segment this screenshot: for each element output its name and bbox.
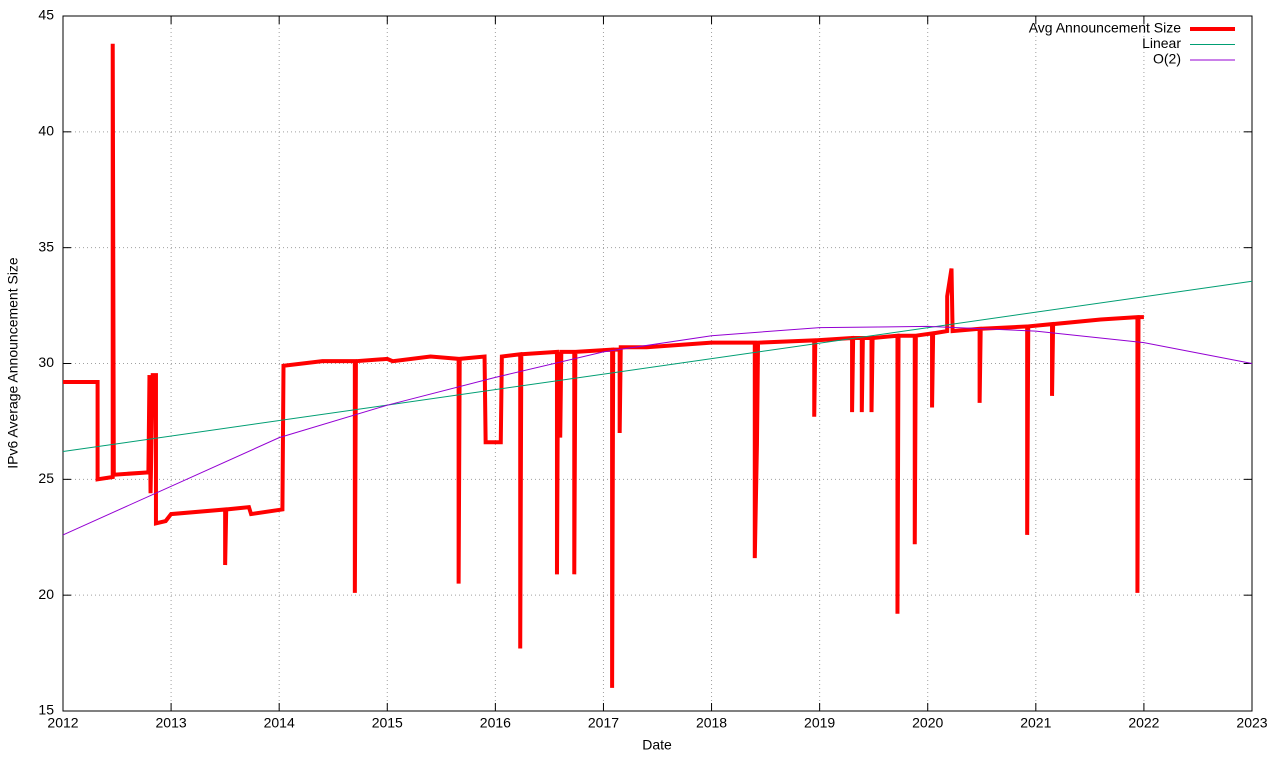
x-tick-label: 2018 <box>696 715 727 731</box>
y-tick-label: 30 <box>38 354 54 370</box>
x-tick-label: 2021 <box>1020 715 1051 731</box>
x-tick-label: 2020 <box>912 715 943 731</box>
x-axis-label: Date <box>642 737 672 753</box>
legend-label: Linear <box>1142 35 1181 51</box>
x-tick-label: 2019 <box>804 715 835 731</box>
x-tick-label: 2012 <box>47 715 78 731</box>
legend-label: Avg Announcement Size <box>1029 20 1182 36</box>
series-line <box>62 325 1253 536</box>
series-line <box>62 280 1253 453</box>
y-tick-label: 40 <box>38 123 54 139</box>
x-tick-label: 2017 <box>588 715 619 731</box>
y-tick-label: 20 <box>38 586 54 602</box>
series-line <box>63 43 1144 688</box>
x-tick-label: 2015 <box>372 715 403 731</box>
y-axis-label: IPv6 Average Announcement Size <box>5 257 21 469</box>
legend-label: O(2) <box>1153 51 1181 67</box>
x-tick-label: 2022 <box>1128 715 1159 731</box>
y-tick-label: 15 <box>38 702 54 718</box>
plot-border <box>62 15 1253 712</box>
x-tick-label: 2016 <box>480 715 511 731</box>
x-tick-label: 2023 <box>1236 715 1267 731</box>
x-tick-label: 2013 <box>156 715 187 731</box>
y-tick-label: 35 <box>38 238 54 254</box>
y-tick-label: 45 <box>38 7 54 23</box>
x-tick-label: 2014 <box>264 715 295 731</box>
y-tick-label: 25 <box>38 470 54 486</box>
